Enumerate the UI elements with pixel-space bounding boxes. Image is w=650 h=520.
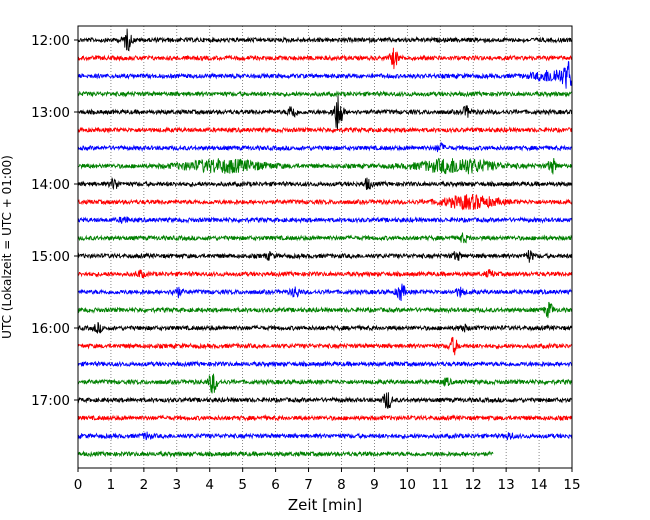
trace-1515 bbox=[77, 268, 573, 279]
trace-1315 bbox=[77, 126, 573, 134]
x-tick-label: 8 bbox=[337, 477, 346, 493]
y-tick-label: 14:00 bbox=[31, 177, 70, 193]
trace-1300 bbox=[77, 95, 573, 131]
trace-1245 bbox=[77, 90, 573, 98]
trace-1545 bbox=[77, 301, 573, 319]
x-tick-label: 0 bbox=[74, 477, 83, 493]
trace-1445 bbox=[77, 232, 573, 244]
trace-1615 bbox=[77, 336, 573, 356]
trace-1230 bbox=[77, 60, 573, 89]
y-tick-label: 16:00 bbox=[31, 321, 70, 337]
x-tick-label: 13 bbox=[498, 477, 515, 493]
trace-1430 bbox=[77, 216, 573, 224]
trace-lines bbox=[77, 28, 573, 458]
x-tick-label: 7 bbox=[304, 477, 313, 493]
trace-1415 bbox=[77, 194, 573, 211]
y-tick-label: 13:00 bbox=[31, 105, 70, 121]
x-tick-label: 10 bbox=[399, 477, 416, 493]
trace-1200 bbox=[77, 28, 573, 52]
x-tick-label: 15 bbox=[563, 477, 580, 493]
trace-1645 bbox=[77, 373, 573, 394]
trace-1730 bbox=[77, 431, 573, 441]
x-tick-label: 11 bbox=[432, 477, 449, 493]
trace-1745 bbox=[77, 450, 494, 458]
trace-1215 bbox=[77, 47, 573, 70]
x-tick-label: 12 bbox=[465, 477, 482, 493]
x-tick-label: 2 bbox=[140, 477, 149, 493]
trace-1330 bbox=[77, 141, 573, 153]
trace-1530 bbox=[77, 283, 573, 302]
y-tick-label: 15:00 bbox=[31, 249, 70, 265]
trace-1345 bbox=[77, 157, 573, 175]
x-axis-label: Zeit [min] bbox=[288, 496, 362, 514]
y-tick-label: 17:00 bbox=[31, 393, 70, 409]
plot-frame bbox=[77, 25, 573, 469]
trace-1600 bbox=[77, 322, 573, 334]
x-tick-label: 9 bbox=[370, 477, 379, 493]
y-axis-label: UTC (Lokalzeit = UTC + 01:00) bbox=[0, 155, 14, 339]
x-tick-label: 1 bbox=[107, 477, 116, 493]
x-tick-label: 14 bbox=[530, 477, 547, 493]
y-tick-label: 12:00 bbox=[31, 33, 70, 49]
x-tick-label: 4 bbox=[205, 477, 214, 493]
x-axis-ticks: 0 1 2 3 4 5 6 7 8 9 10 11 12 13 14 15 bbox=[74, 468, 581, 493]
trace-1630 bbox=[77, 360, 573, 368]
x-tick-label: 6 bbox=[271, 477, 280, 493]
x-tick-label: 3 bbox=[173, 477, 182, 493]
trace-1700 bbox=[77, 392, 573, 409]
x-tick-label: 5 bbox=[238, 477, 247, 493]
trace-1500 bbox=[77, 250, 573, 263]
y-axis-ticks: 12:00 13:00 14:00 15:00 16:00 17:00 bbox=[31, 33, 78, 409]
trace-1715 bbox=[77, 414, 573, 422]
trace-1400 bbox=[77, 176, 573, 191]
